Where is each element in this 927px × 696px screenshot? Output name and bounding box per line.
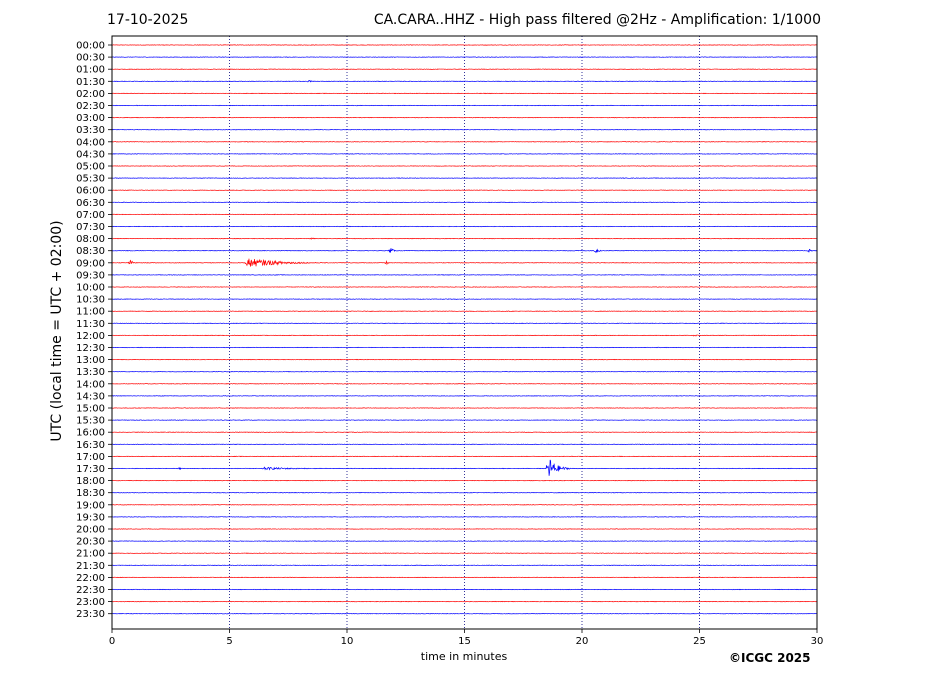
y-tick-label: 21:30 [76, 561, 105, 572]
chart-title: CA.CARA..HHZ - High pass filtered @2Hz -… [373, 12, 821, 28]
y-tick-label: 22:30 [76, 585, 105, 596]
y-tick-label: 12:00 [76, 331, 105, 342]
y-tick-label: 20:30 [76, 537, 105, 548]
y-tick-label: 19:30 [76, 512, 105, 523]
y-tick-label: 00:00 [76, 41, 105, 52]
x-tick-label: 20 [576, 636, 589, 647]
y-tick-label: 10:30 [76, 295, 105, 306]
y-tick-label: 03:00 [76, 113, 105, 124]
y-tick-label: 02:30 [76, 101, 105, 112]
y-tick-label: 15:00 [76, 404, 105, 415]
copyright-credit: ©ICGC 2025 [729, 651, 811, 665]
x-tick-label: 25 [693, 636, 706, 647]
y-tick-label: 01:00 [76, 65, 105, 76]
y-tick-label: 04:00 [76, 137, 105, 148]
y-tick-label: 06:00 [76, 186, 105, 197]
trace-0130 [111, 79, 818, 83]
y-tick-label: 14:30 [76, 391, 105, 402]
y-tick-label: 08:30 [76, 246, 105, 257]
y-tick-label: 16:00 [76, 428, 105, 439]
y-tick-label: 15:30 [76, 416, 105, 427]
y-tick-label: 12:30 [76, 343, 105, 354]
y-tick-label: 23:00 [76, 597, 105, 608]
y-tick-label: 21:00 [76, 549, 105, 560]
y-tick-label: 05:30 [76, 174, 105, 185]
x-tick-label: 10 [341, 636, 354, 647]
trace-1730 [111, 459, 818, 476]
y-tick-label: 04:30 [76, 149, 105, 160]
plot-frame [111, 35, 818, 630]
y-tick-label: 01:30 [76, 77, 105, 88]
y-tick-label: 08:00 [76, 234, 105, 245]
y-tick-label: 16:30 [76, 440, 105, 451]
y-tick-label: 19:00 [76, 500, 105, 511]
y-tick-label: 22:00 [76, 573, 105, 584]
y-tick-label: 11:00 [76, 307, 105, 318]
y-tick-label: 09:30 [76, 270, 105, 281]
y-tick-label: 14:00 [76, 379, 105, 390]
y-tick-label: 20:00 [76, 525, 105, 536]
x-tick-label: 0 [109, 636, 115, 647]
trace-1200 [111, 334, 818, 337]
x-axis-label: time in minutes [420, 650, 508, 663]
y-tick-label: 17:00 [76, 452, 105, 463]
y-tick-label: 06:30 [76, 198, 105, 209]
x-tick-label: 30 [811, 636, 824, 647]
y-tick-label: 18:30 [76, 488, 105, 499]
x-tick-label: 5 [226, 636, 232, 647]
y-tick-label: 10:00 [76, 283, 105, 294]
y-tick-label: 07:30 [76, 222, 105, 233]
y-tick-label: 02:00 [76, 89, 105, 100]
y-tick-label: 00:30 [76, 53, 105, 64]
y-tick-label: 11:30 [76, 319, 105, 330]
y-tick-label: 13:30 [76, 367, 105, 378]
y-tick-label: 17:30 [76, 464, 105, 475]
trace-0900 [111, 258, 818, 267]
y-tick-label: 23:30 [76, 609, 105, 620]
y-tick-label: 03:30 [76, 125, 105, 136]
y-tick-label: 09:00 [76, 258, 105, 269]
y-tick-label: 13:00 [76, 355, 105, 366]
date-label: 17-10-2025 [107, 12, 189, 28]
y-tick-label: 05:00 [76, 162, 105, 173]
x-tick-label: 15 [458, 636, 471, 647]
trace-0800 [111, 237, 817, 240]
trace-0830 [111, 248, 818, 254]
y-tick-label: 07:00 [76, 210, 105, 221]
y-tick-label: 18:00 [76, 476, 105, 487]
